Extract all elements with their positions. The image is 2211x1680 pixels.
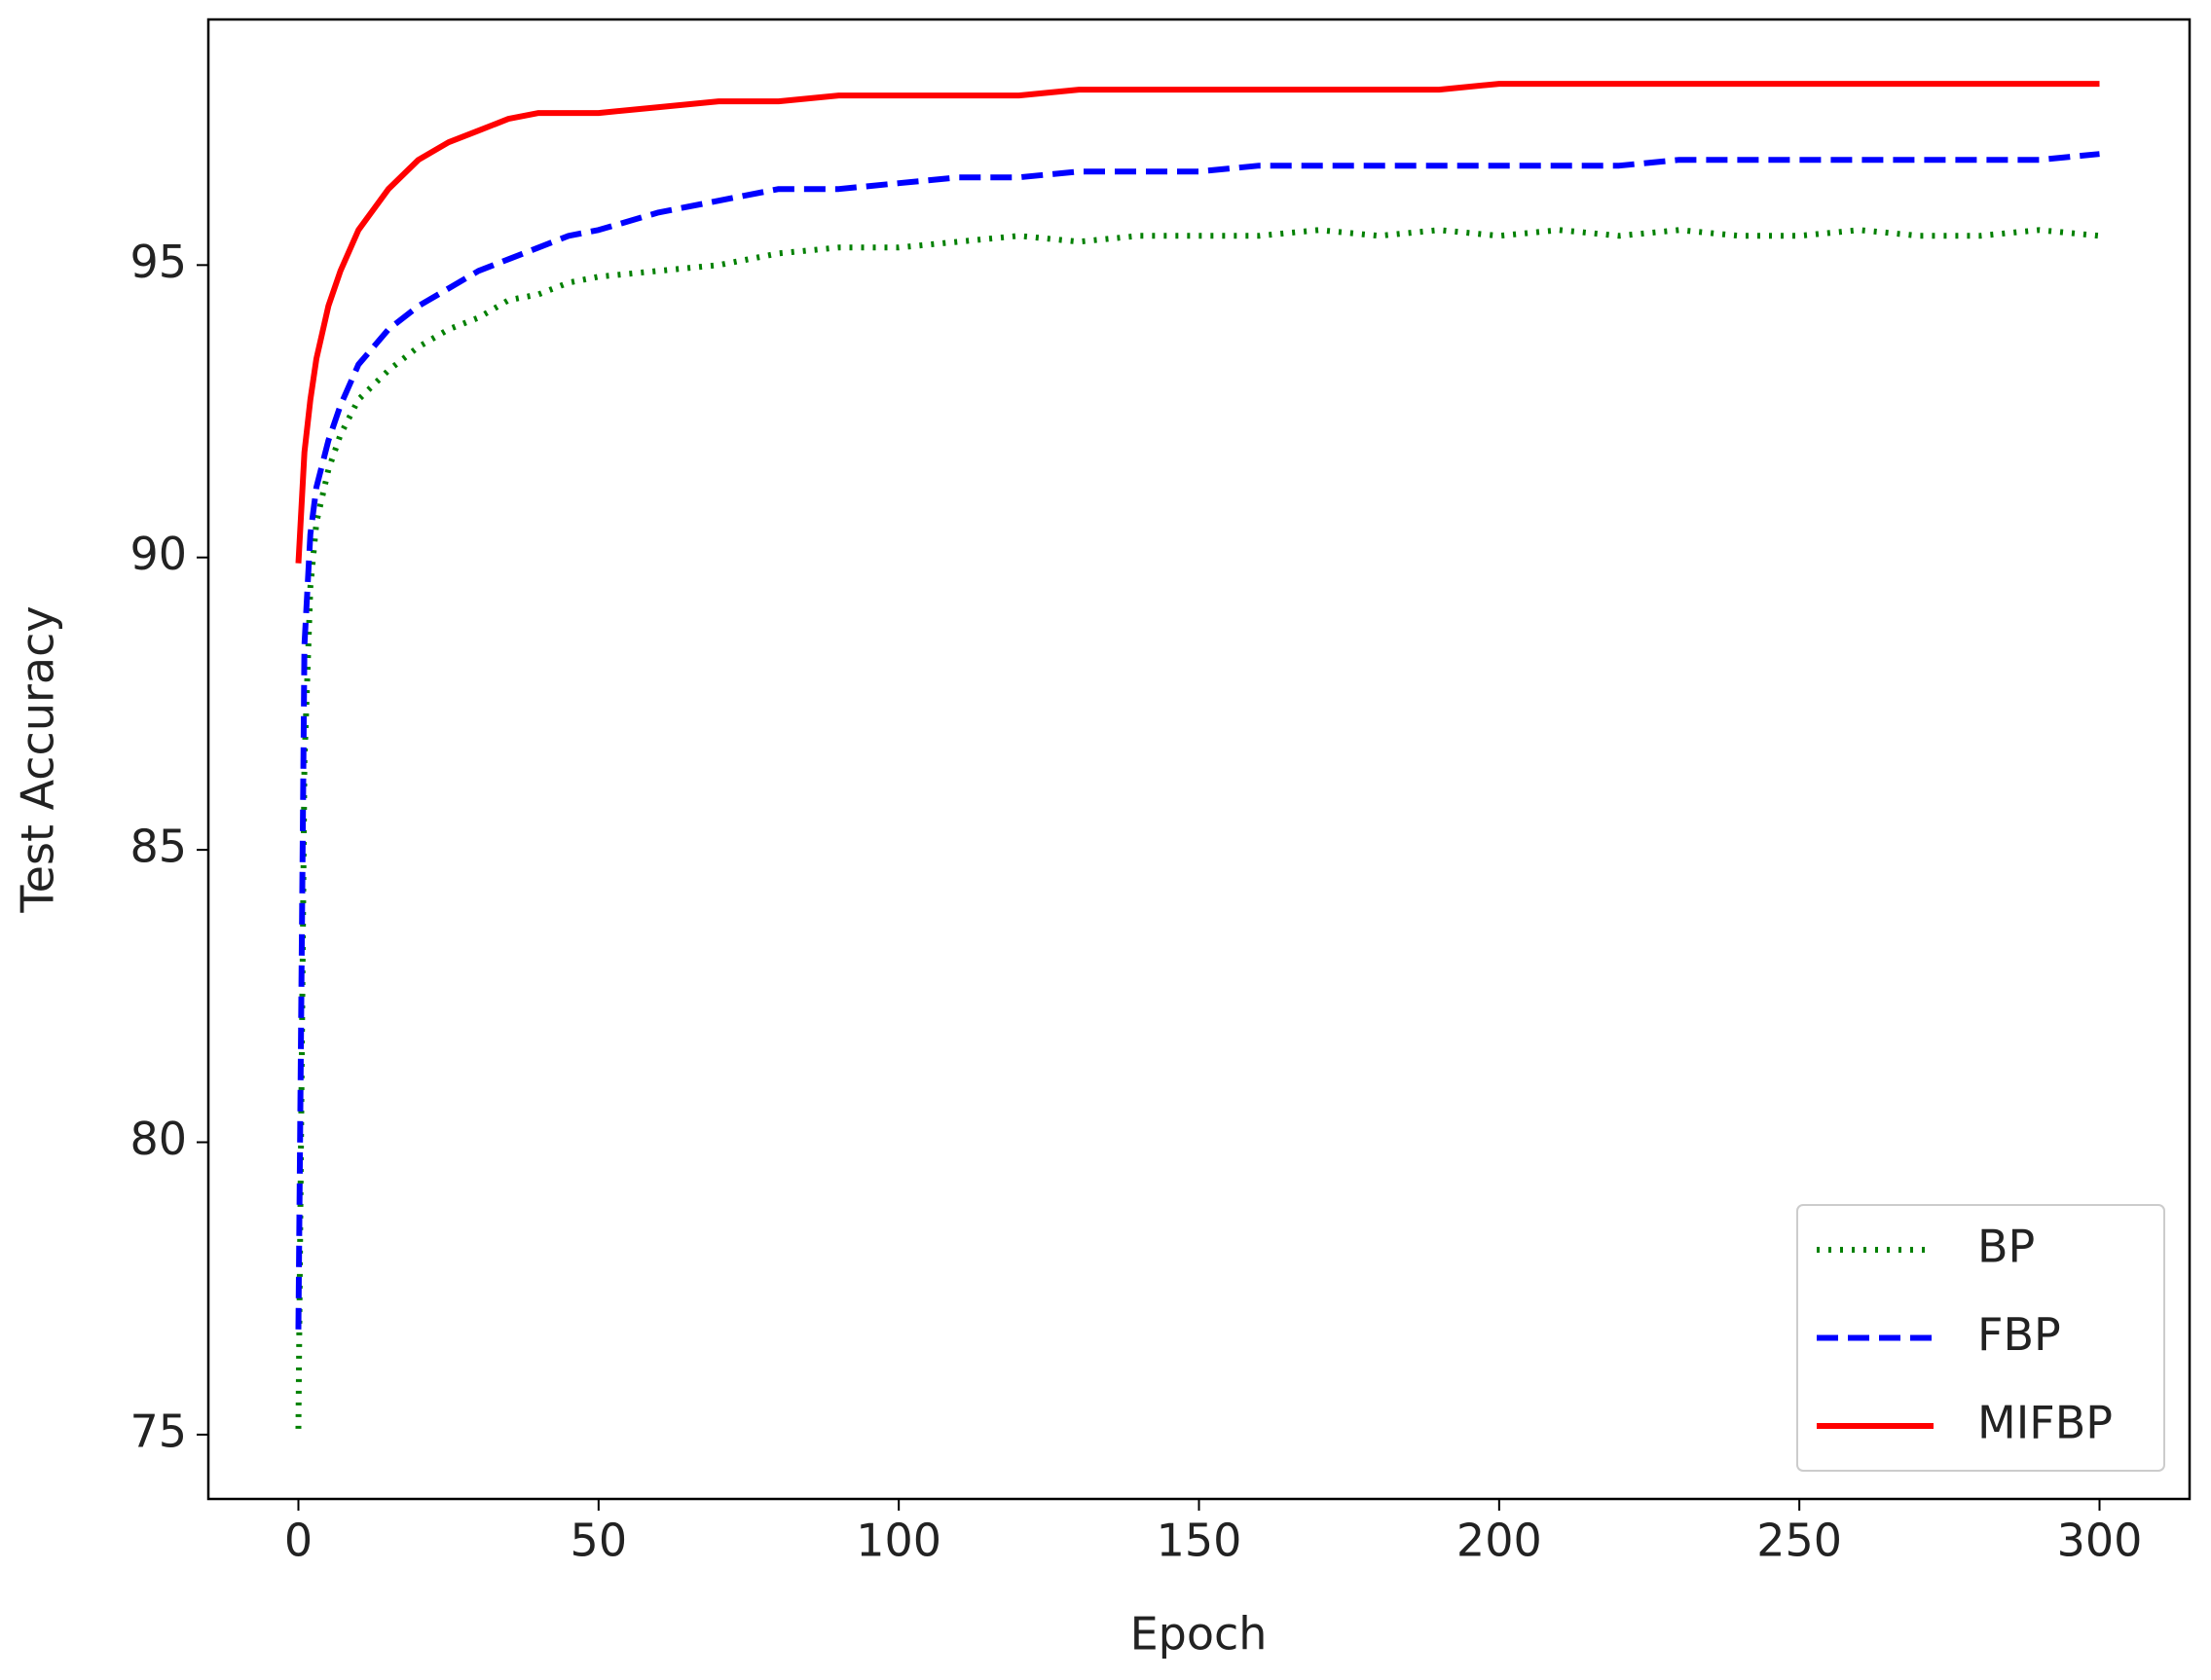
x-axis-label: Epoch xyxy=(1130,1608,1268,1661)
legend-label: FBP xyxy=(1977,1308,2061,1361)
x-tick-label: 100 xyxy=(856,1515,941,1567)
line-solid xyxy=(295,81,2100,564)
x-tick-label: 150 xyxy=(1157,1515,1242,1567)
x-tick-label: 200 xyxy=(1456,1515,1542,1567)
y-tick-label: 80 xyxy=(129,1113,187,1165)
legend-label: BP xyxy=(1977,1221,2035,1273)
line-dashed xyxy=(295,151,2100,1330)
plot-frame xyxy=(206,18,2192,1501)
y-tick-label: 75 xyxy=(129,1405,187,1457)
y-tick-label: 90 xyxy=(129,528,187,580)
y-tick-label: 95 xyxy=(129,236,187,288)
legend-label: MIFBP xyxy=(1977,1397,2113,1449)
y-tick-label: 85 xyxy=(129,821,187,873)
x-tick-label: 250 xyxy=(1756,1515,1842,1567)
x-tick-label: 300 xyxy=(2057,1515,2143,1567)
x-tick-label: 50 xyxy=(571,1515,628,1567)
y-axis-label: Test Accuracy xyxy=(12,605,64,913)
legend-box xyxy=(1796,1204,2165,1472)
x-tick-label: 0 xyxy=(284,1515,313,1567)
